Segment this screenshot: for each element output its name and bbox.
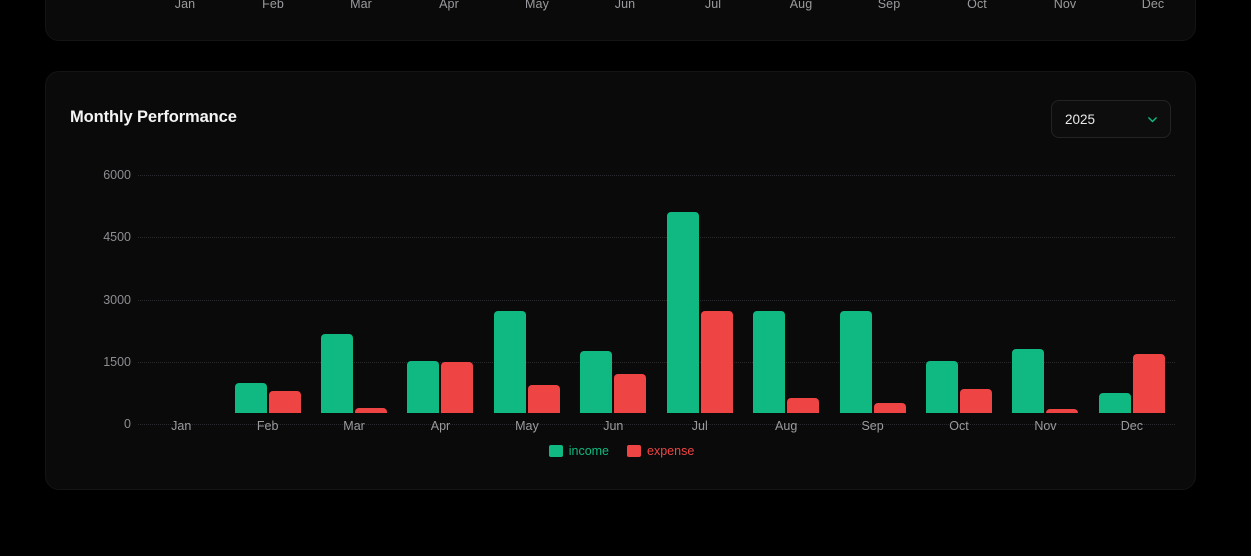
x-axis-tick-label: Mar [343,419,365,433]
bar-expense[interactable] [787,398,820,413]
bar-group [138,164,224,413]
previous-chart-x-label: Mar [350,0,372,11]
y-axis-tick-label: 3000 [103,292,131,307]
chart-legend: income expense [46,444,1197,458]
bar-income[interactable] [666,211,699,413]
bar-expense[interactable] [355,408,388,413]
bar-expense[interactable] [441,361,474,413]
x-axis-labels: Jan Feb Mar Apr May Jun Jul Aug Sep Oct Nov Dec [138,419,1175,439]
legend-item-income[interactable]: income [548,444,610,458]
year-select[interactable]: 2025 [1051,100,1171,138]
bar-group [224,164,310,413]
x-axis-tick-label: Dec [1120,419,1143,433]
previous-chart-x-label: May [525,0,549,11]
previous-chart-x-label: Aug [789,0,813,11]
previous-chart-x-label: Dec [1141,0,1165,11]
x-axis-tick-label: Oct [949,419,969,433]
bar-income[interactable] [580,350,613,413]
bar-group [657,164,743,413]
y-axis-tick-label: 1500 [103,354,131,369]
y-axis-tick-label: 0 [124,417,131,431]
previous-chart-x-label: Apr [439,0,459,11]
x-axis-tick-label: Feb [256,419,279,433]
card-header: Monthly Performance 2025 [46,72,1195,164]
x-axis-tick-label: Jan [171,419,192,433]
bar-group [1089,164,1175,413]
bar-income[interactable] [1012,348,1045,413]
bar-income[interactable] [321,334,354,413]
bar-group [311,164,397,413]
y-axis-labels: 0 1500 3000 4500 6000 [46,164,131,431]
bar-expense[interactable] [873,403,906,413]
bar-income[interactable] [839,311,872,413]
x-axis-tick-label: Aug [775,419,798,433]
previous-chart-x-label: Nov [1053,0,1077,11]
bar-expense[interactable] [614,373,647,413]
bar-expense[interactable] [700,311,733,413]
bar-group [743,164,829,413]
y-axis-tick-label: 6000 [103,168,131,182]
bar-group [916,164,1002,413]
x-axis-tick-label: Nov [1034,419,1057,433]
x-axis-tick-label: Apr [430,419,451,433]
bar-group [570,164,656,413]
previous-chart-x-label: Oct [967,0,987,11]
previous-chart-x-label: Jun [614,0,636,11]
x-axis-tick-label: Sep [861,419,884,433]
bar-group [397,164,483,413]
legend-item-expense[interactable]: expense [627,444,694,458]
x-axis-tick-label: Jun [603,419,624,433]
previous-chart-x-label: Feb [262,0,284,11]
bar-expense[interactable] [1046,409,1079,413]
x-axis-tick-label: May [515,419,539,433]
x-axis-tick-label: Jul [691,419,708,433]
previous-chart-x-axis: Jan Feb Mar Apr May Jun Jul Aug Sep Oct Nov Dec [141,0,1197,17]
legend-label-expense: expense [647,444,695,458]
previous-chart-x-label: Jan [174,0,196,11]
chevron-down-icon [1146,113,1159,126]
previous-chart-x-label: Sep [877,0,901,11]
legend-swatch-income [548,445,563,457]
legend-swatch-expense [627,445,642,457]
bar-group [484,164,570,413]
bar-income[interactable] [407,361,440,413]
grid-line [138,424,1175,425]
page-title: Monthly Performance [70,108,237,126]
bar-income[interactable] [493,311,526,413]
bar-chart: 0 1500 3000 4500 6000 Jan Feb Mar Apr May Jun Jul A… [46,164,1197,491]
bar-income[interactable] [234,383,267,413]
legend-label-income: income [568,444,610,458]
grid-line [138,361,1175,363]
bar-income[interactable] [753,311,786,413]
bar-expense[interactable] [268,391,301,413]
bar-groups [138,164,1175,413]
y-axis-tick-label: 4500 [103,230,131,245]
grid-line [138,237,1175,239]
grid-lines [138,164,1175,425]
bar-income[interactable] [1098,393,1131,413]
bar-expense[interactable] [527,385,560,413]
grid-line [138,175,1175,176]
bar-expense[interactable] [960,388,992,413]
monthly-performance-card: Monthly Performance 2025 0 1500 3000 4500 60… [45,71,1196,490]
bar-expense[interactable] [1132,353,1165,413]
previous-chart-card: Jan Feb Mar Apr May Jun Jul Aug Sep Oct Nov Dec [45,0,1196,41]
bar-group [1002,164,1088,413]
previous-chart-x-label: Jul [704,0,722,11]
bar-group [829,164,915,413]
year-select-value: 2025 [1065,111,1096,127]
grid-line [138,299,1175,301]
bar-income[interactable] [926,361,958,413]
